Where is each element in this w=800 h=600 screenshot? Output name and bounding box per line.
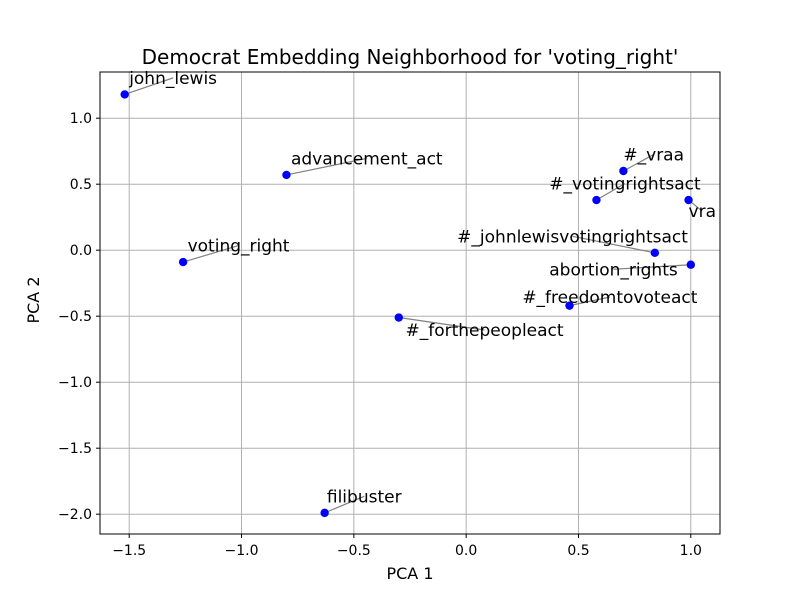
x-tick-label: 0.5	[567, 543, 589, 559]
leader-line	[596, 182, 626, 201]
point-label: #_votingrightsact	[549, 174, 701, 194]
point-layer	[120, 90, 695, 518]
leader-layer	[124, 77, 703, 514]
leader-line	[572, 235, 655, 254]
scatter-point	[592, 195, 601, 205]
leader-line	[182, 244, 239, 263]
leader-line	[623, 153, 655, 172]
y-tick-label: −1.0	[58, 375, 92, 391]
y-tick-label: 1.0	[70, 111, 92, 127]
scatter-point	[565, 301, 574, 310]
x-tick-label: −0.5	[337, 543, 371, 559]
y-tick-label: −2.0	[58, 507, 92, 523]
x-axis-label: PCA 1	[386, 564, 433, 583]
chart-title: Democrat Embedding Neighborhood for 'vot…	[142, 45, 679, 69]
point-label: voting_right	[188, 237, 290, 257]
point-label: abortion_rights	[549, 260, 678, 280]
scatter-point	[619, 166, 628, 176]
y-axis-label: PCA 2	[24, 276, 43, 323]
point-label: filibuster	[327, 487, 402, 507]
leader-line	[286, 157, 367, 176]
point-label: #_forthepeopleact	[406, 321, 564, 341]
scatter-point	[178, 257, 188, 267]
scatter-point	[650, 248, 660, 258]
x-tick-label: 1.0	[680, 543, 702, 559]
x-tick-label: 0.0	[455, 543, 477, 559]
y-tick-label: −0.5	[58, 309, 92, 325]
point-label: john_lewis	[128, 69, 217, 89]
grid-layer	[100, 72, 720, 534]
point-label: #_vraa	[623, 145, 684, 165]
tick-layer: −1.5 −1.0 −0.5 0.0 0.5 1.0 −2.0 −1.5 −1.0 −0.5 0.0…	[58, 111, 702, 559]
leader-line	[324, 495, 365, 514]
leader-line	[613, 264, 691, 270]
point-label: advancement_act	[291, 149, 443, 169]
y-tick-label: 0.5	[70, 177, 92, 193]
scatter-point	[684, 195, 693, 205]
point-label: #_johnlewisvotingrightsact	[457, 227, 688, 247]
scatter-point	[120, 90, 129, 99]
scatter-point	[686, 260, 695, 269]
point-label: vra	[689, 202, 716, 222]
label-layer: john_lewis advancement_act voting_right #_v…	[128, 69, 716, 507]
x-tick-label: −1.5	[112, 543, 146, 559]
leader-line	[124, 77, 174, 96]
y-tick-label: 0.0	[70, 243, 92, 259]
leader-line	[569, 296, 610, 307]
plot-frame	[99, 71, 721, 535]
scatter-point	[394, 313, 403, 322]
leader-line	[398, 316, 485, 331]
x-tick-label: −1.0	[225, 543, 259, 559]
scatter-point	[282, 170, 291, 180]
scatter-point	[320, 508, 329, 518]
y-tick-label: −1.5	[58, 441, 92, 457]
point-label: #_freedomtovoteact	[522, 288, 697, 308]
